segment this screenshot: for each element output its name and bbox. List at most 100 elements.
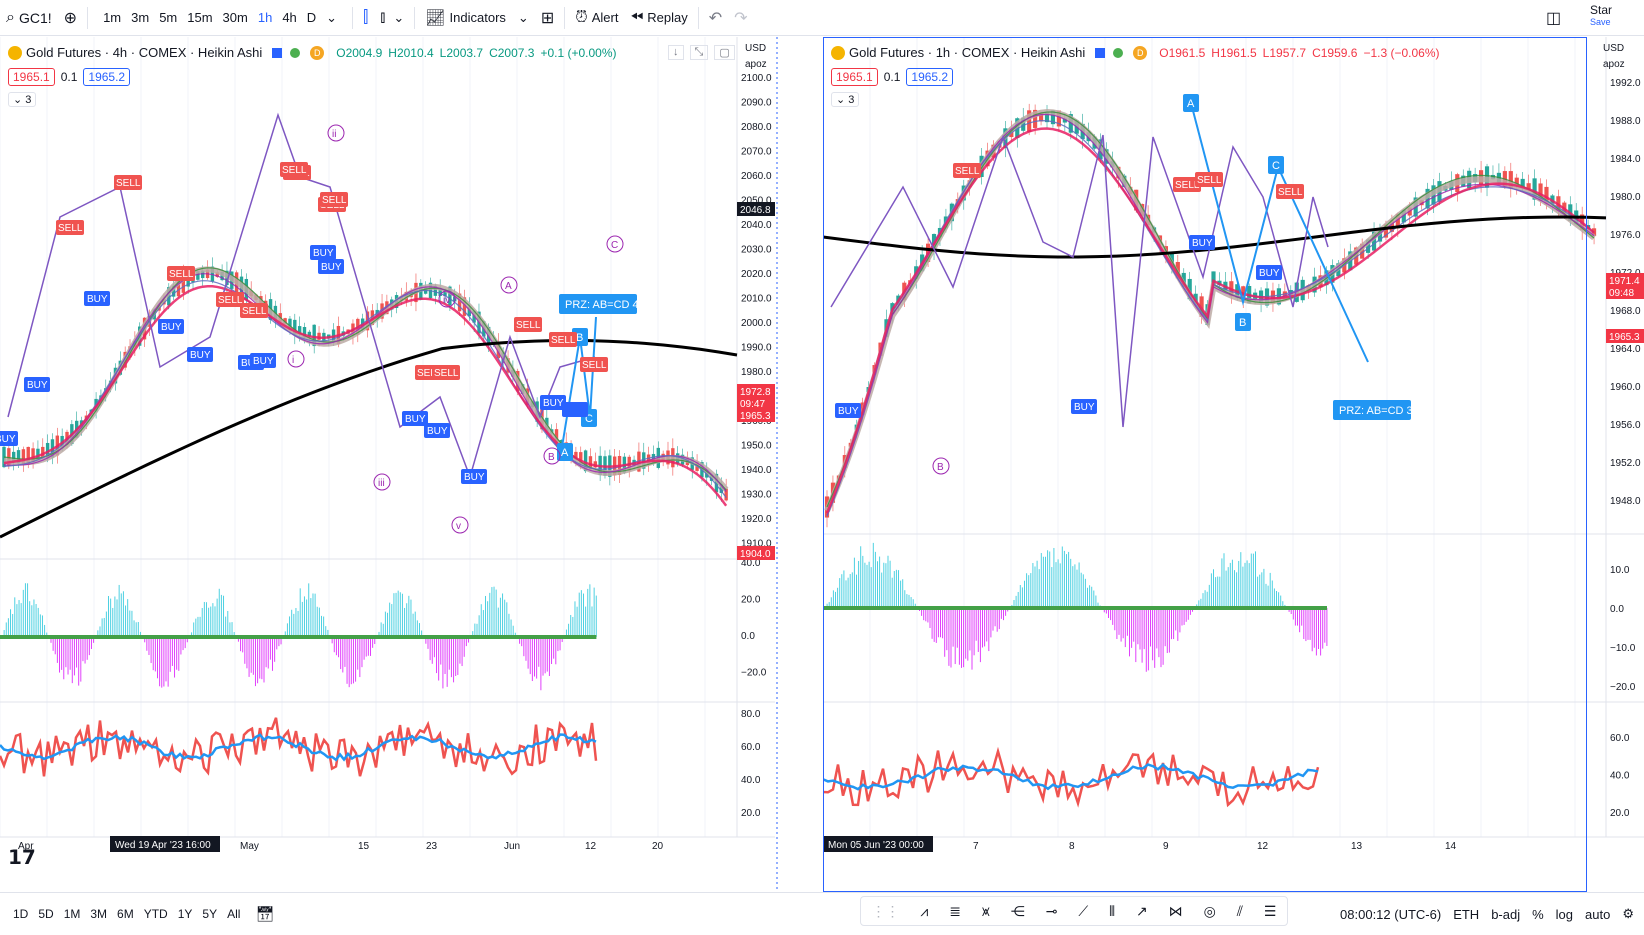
- timeframe-5m[interactable]: 5m: [159, 10, 178, 25]
- candle-body: [467, 306, 471, 317]
- auto-toggle[interactable]: auto: [1585, 906, 1611, 922]
- gann-icon[interactable]: ⫴: [1109, 902, 1116, 919]
- range-all[interactable]: All: [227, 907, 241, 921]
- right-chart-legend: Gold Futures · 1h · COMEX · Heikin Ashi …: [831, 45, 1440, 60]
- xabcd-pattern-icon[interactable]: ⋈: [1168, 902, 1183, 919]
- price-tick-label: 1990.0: [741, 343, 772, 354]
- layout-toggle[interactable]: ◫: [1546, 0, 1561, 36]
- timeframe-4h[interactable]: 4h: [282, 10, 297, 25]
- candle-body: [307, 331, 312, 337]
- candle-body: [171, 285, 176, 297]
- bar-style-button[interactable]: ⫿: [357, 0, 374, 36]
- flag-icon[interactable]: [272, 47, 283, 58]
- timeframe-1m[interactable]: 1m: [103, 10, 122, 25]
- osc-tick-label: −10.0: [1610, 643, 1636, 654]
- right-bid-button[interactable]: 1965.1: [831, 68, 878, 86]
- right-ask-button[interactable]: 1965.2: [906, 68, 954, 86]
- adjust-toggle[interactable]: b-adj: [1491, 906, 1521, 922]
- timeframe-30m[interactable]: 30m: [222, 10, 248, 25]
- horizontal-ray-icon[interactable]: ⊸: [1045, 902, 1058, 919]
- range-1y[interactable]: 1Y: [177, 907, 193, 921]
- price-tag-label: 1972.8: [740, 387, 771, 398]
- right-unit-label[interactable]: apoz: [1603, 59, 1625, 70]
- maximize-icon[interactable]: ▢: [714, 45, 735, 60]
- ray-icon[interactable]: ↗: [1135, 902, 1148, 919]
- right-indicators-collapse[interactable]: ⌄ 3: [831, 92, 860, 107]
- log-toggle[interactable]: log: [1555, 906, 1574, 922]
- price-tick-label: 1984.0: [1610, 154, 1641, 165]
- symbol-search[interactable]: ⌕ GC1!: [0, 0, 58, 36]
- range-5y[interactable]: 5Y: [202, 907, 218, 921]
- range-1m[interactable]: 1M: [63, 907, 81, 921]
- bottom-right-controls: 08:00:12 (UTC-6) ETH b-adj % log auto ⚙: [1340, 906, 1634, 922]
- drag-handle-icon[interactable]: ⋮⋮: [871, 902, 900, 919]
- ribbon-line: [824, 109, 1596, 513]
- harmonic-point-box: [557, 443, 573, 461]
- timeframe-3m[interactable]: 3m: [131, 10, 150, 25]
- right-chart-panel[interactable]: 1992.01988.01984.01980.01976.01972.01968…: [823, 37, 1644, 892]
- redo-button[interactable]: ↷: [728, 0, 753, 36]
- collapse-icon[interactable]: ⤡: [689, 45, 709, 60]
- left-bid-button[interactable]: 1965.1: [8, 68, 55, 86]
- regression-icon[interactable]: ☰: [1263, 902, 1277, 919]
- calendar-icon[interactable]: 📅︎: [255, 906, 275, 923]
- fib-retracement-icon[interactable]: ≣: [949, 902, 961, 919]
- indicators-button[interactable]: 📈︎ Indicators ⌄: [419, 0, 535, 36]
- left-chart-canvas[interactable]: 2100.02090.02080.02070.02060.02050.02040…: [0, 37, 775, 892]
- clock-time[interactable]: 08:00:12 (UTC-6): [1340, 906, 1442, 922]
- undo-button[interactable]: ↶: [703, 0, 728, 36]
- sell-signal-label: SELL: [1278, 187, 1303, 198]
- buy-signal-box: [24, 377, 50, 392]
- trend-line-icon[interactable]: ⟋: [1078, 902, 1089, 919]
- range-3m[interactable]: 3M: [90, 907, 108, 921]
- left-pane-controls: ↓ ⤡ ▢: [668, 45, 735, 60]
- arrow-down-icon[interactable]: ↓: [668, 45, 684, 60]
- left-chart-panel[interactable]: 2100.0 2090.0 2080.0 2070.0 2060.0 2050.0 2040…: [0, 37, 775, 892]
- right-chart-canvas[interactable]: 1992.01988.01984.01980.01976.01972.01968…: [823, 37, 1644, 892]
- spiral-icon[interactable]: ◎: [1203, 902, 1216, 919]
- rsi-tick-label: 40.0: [741, 775, 761, 786]
- replay-button[interactable]: ⏪︎ Replay: [624, 0, 693, 36]
- range-5d[interactable]: 5D: [38, 907, 54, 921]
- parallel-channel-icon[interactable]: ⫽: [1236, 902, 1243, 919]
- left-unit-label[interactable]: apoz: [745, 59, 767, 70]
- sell-signal-box: [320, 192, 348, 207]
- timeframe-1h[interactable]: 1h: [257, 10, 273, 25]
- buy-signal-box: [1256, 265, 1282, 280]
- range-1d[interactable]: 1D: [13, 907, 29, 921]
- percent-toggle[interactable]: %: [1532, 906, 1544, 922]
- redo-icon: ↷: [734, 9, 748, 27]
- pitchfork-icon[interactable]: ⋲: [1010, 902, 1025, 919]
- chevron-down-icon[interactable]: ⌄: [326, 9, 338, 25]
- chart-type-button[interactable]: ⫾ ⌄: [374, 0, 410, 36]
- star-save-button[interactable]: Star Save: [1590, 4, 1612, 28]
- tradingview-logo-icon[interactable]: 𝟭𝟳: [8, 847, 36, 869]
- rsi-fast-line: [0, 717, 598, 777]
- left-indicators-collapse[interactable]: ⌄ 3: [8, 92, 37, 107]
- settings-gear-icon[interactable]: ⚙: [1622, 906, 1634, 921]
- session-toggle[interactable]: ETH: [1453, 906, 1480, 922]
- abc-pattern-icon[interactable]: ⩙: [981, 902, 990, 919]
- candle-body: [1038, 113, 1044, 122]
- flag-icon[interactable]: [1095, 47, 1106, 58]
- timeframe-d[interactable]: D: [306, 10, 317, 25]
- layouts-button[interactable]: ⊞: [535, 0, 560, 36]
- separator: [352, 6, 354, 29]
- left-currency-label[interactable]: USD: [745, 43, 767, 54]
- range-ytd[interactable]: YTD: [143, 907, 168, 921]
- sell-signal-label: SELL: [218, 295, 243, 306]
- left-change: +0.1 (+0.00%): [540, 45, 617, 60]
- harmonic-point-label: A: [561, 447, 569, 459]
- buy-signal-box: [424, 423, 450, 438]
- timeframe-15m[interactable]: 15m: [187, 10, 213, 25]
- price-tick-label: 2090.0: [741, 98, 772, 109]
- alarm-clock-icon: ⏰︎: [575, 8, 588, 26]
- alert-button[interactable]: ⏰︎ Alert: [569, 0, 624, 36]
- compare-add-button[interactable]: ⊕: [58, 0, 83, 36]
- harmonic-point-label: A: [1187, 98, 1195, 110]
- elliott-wave-icon[interactable]: ⩘: [920, 902, 929, 919]
- right-currency-label[interactable]: USD: [1603, 43, 1625, 54]
- left-ask-button[interactable]: 1965.2: [83, 68, 131, 86]
- range-6m[interactable]: 6M: [117, 907, 134, 921]
- bottom-toolbar: 1D 5D 1M 3M 6M YTD 1Y 5Y All 📅︎ 08:00:12…: [0, 892, 1644, 935]
